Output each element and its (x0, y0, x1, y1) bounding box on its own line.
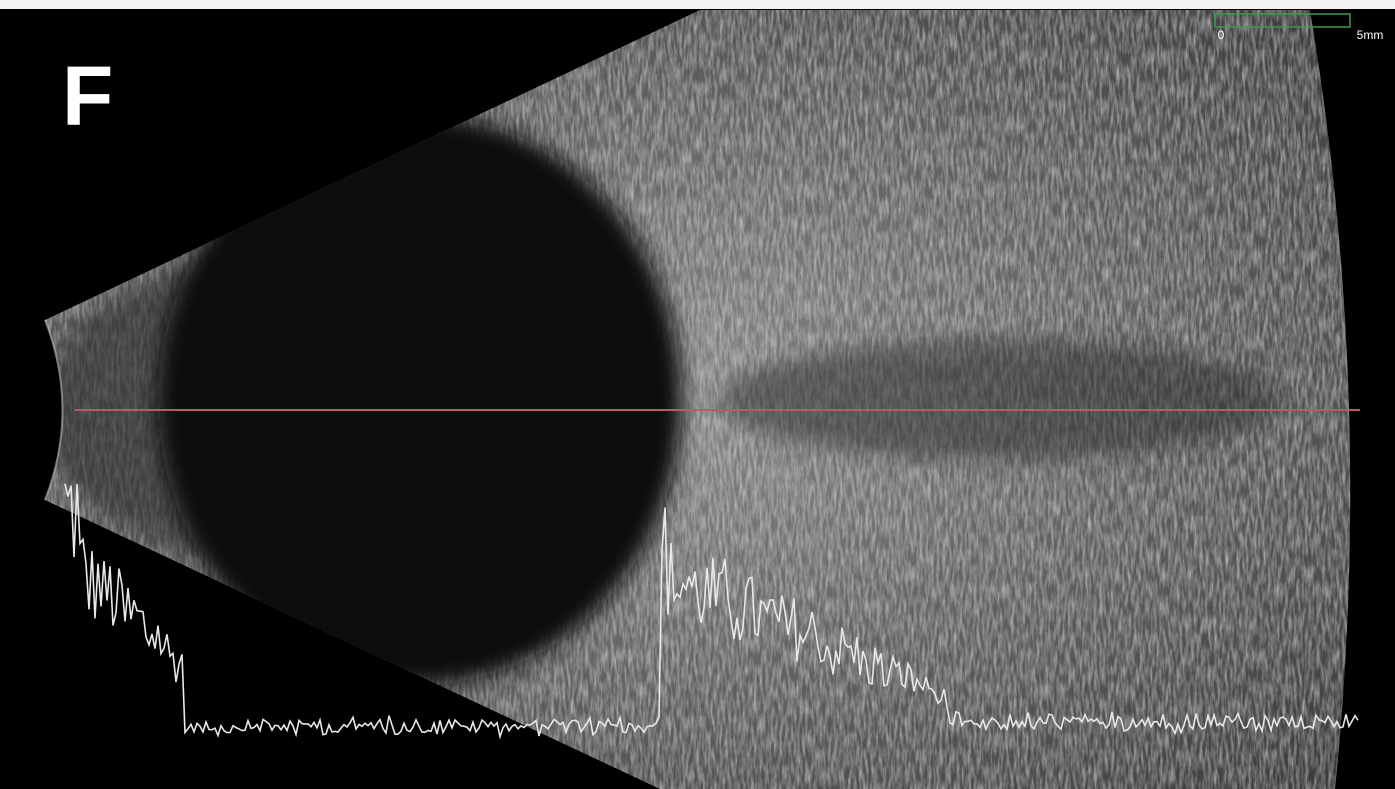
optic-nerve-shadow (720, 340, 1280, 460)
scale-start-label: 0 (1218, 28, 1225, 42)
page: 0 5mm F (() => { const data = JSON.parse… (0, 0, 1395, 789)
top-strip (0, 0, 1395, 9)
ultrasound-image: 0 5mm F (0, 0, 1395, 789)
panel-label: F (62, 49, 113, 143)
scale-end-label: 5mm (1357, 28, 1384, 42)
